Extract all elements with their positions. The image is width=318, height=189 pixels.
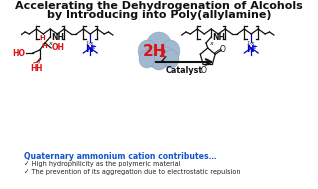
Text: Quaternary ammonium cation contributes…: Quaternary ammonium cation contributes… [24,152,217,161]
Text: 2: 2 [158,49,166,59]
Text: OH: OH [52,43,65,53]
Text: 1-x: 1-x [86,41,94,46]
Text: N: N [246,45,253,54]
Text: by Introducing into Poly(allylamine): by Introducing into Poly(allylamine) [47,10,271,20]
Circle shape [143,47,161,67]
Text: NH: NH [51,33,64,43]
Circle shape [161,40,180,62]
Text: O: O [219,45,225,54]
Text: x: x [48,41,52,46]
Circle shape [157,47,175,67]
Text: x: x [209,41,213,46]
Text: 2H: 2H [143,43,166,59]
Text: ✓ The prevention of its aggregation due to electrostatic repulsion: ✓ The prevention of its aggregation due … [24,169,241,175]
Text: Accelerating the Dehydrogenation of Alcohols: Accelerating the Dehydrogenation of Alco… [15,1,303,11]
Text: +: + [251,44,257,50]
Circle shape [139,50,155,68]
Text: Catalyst: Catalyst [166,66,203,75]
Text: H: H [36,64,42,73]
Text: N: N [85,45,92,54]
Text: 1-x: 1-x [247,41,255,46]
Text: H: H [42,43,47,49]
Text: H: H [31,64,37,73]
Text: ✓ High hydrophilicity as the polymeric material: ✓ High hydrophilicity as the polymeric m… [24,161,181,167]
Circle shape [163,50,179,68]
Circle shape [138,40,157,62]
Circle shape [149,48,169,70]
Text: H: H [39,35,45,41]
Text: NH: NH [212,33,225,43]
Text: HO: HO [12,49,25,57]
Text: O: O [200,66,206,75]
Circle shape [146,32,172,62]
Text: +: + [90,44,96,50]
